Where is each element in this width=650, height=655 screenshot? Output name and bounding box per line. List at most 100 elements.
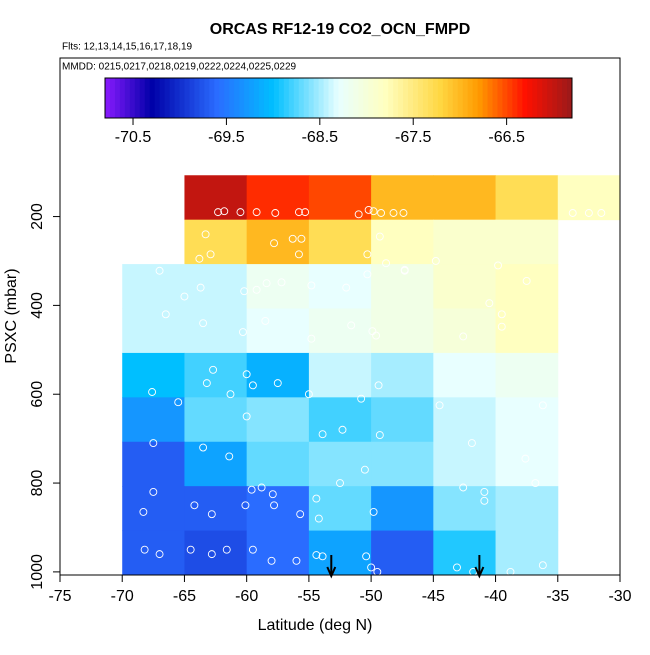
colorbar-slice: [268, 78, 275, 118]
colorbar-tick-label: -70.5: [115, 129, 152, 146]
heat-cell: [122, 352, 185, 398]
colorbar-slice: [114, 78, 121, 118]
colorbar-slice: [557, 78, 563, 118]
data-point: [307, 334, 316, 343]
x-tick-label: -50: [360, 588, 383, 605]
colorbar-slice: [164, 78, 171, 118]
heat-cell: [495, 308, 559, 354]
heat-cell: [433, 175, 497, 221]
data-point: [267, 556, 276, 565]
data-point: [190, 501, 199, 510]
heat-cell: [246, 308, 310, 354]
heat-cell: [495, 352, 559, 398]
colorbar-slice: [502, 78, 508, 118]
data-point: [161, 310, 170, 319]
heat-cell: [246, 486, 310, 532]
colorbar-slice: [234, 78, 240, 118]
heat-cell: [371, 397, 434, 443]
data-point: [568, 209, 577, 217]
colorbar-slice: [457, 78, 464, 118]
data-point: [199, 443, 208, 452]
data-point: [195, 254, 204, 263]
colorbar-slice: [462, 78, 469, 118]
colorbar-slice: [259, 78, 265, 118]
data-point: [155, 550, 164, 559]
x-axis-label: Latitude (deg N): [258, 617, 373, 634]
x-tick-label: -70: [111, 588, 134, 605]
data-point: [268, 490, 277, 499]
data-point: [375, 431, 384, 440]
data-point: [367, 563, 376, 572]
heat-cell: [308, 352, 372, 398]
data-point: [373, 567, 382, 575]
data-point: [497, 322, 506, 331]
data-point: [257, 483, 266, 492]
data-point: [372, 331, 381, 340]
heat-cell: [246, 175, 310, 221]
colorbar-slice: [507, 78, 513, 118]
data-point: [362, 552, 371, 561]
data-point: [196, 283, 205, 292]
heat-cell: [246, 530, 310, 575]
chart-title: ORCAS RF12-19 CO2_OCN_FMPD: [210, 21, 471, 38]
colorbar-slice: [139, 78, 146, 118]
heat-cell: [122, 264, 185, 310]
heat-cell: [495, 175, 559, 221]
colorbar-slice: [239, 78, 245, 118]
data-point: [312, 551, 321, 559]
colorbar-slice: [224, 78, 230, 118]
data-point: [240, 287, 249, 296]
colorbar-slice: [179, 78, 185, 118]
y-tick-label: 800: [29, 470, 46, 497]
colorbar-tick-label: -67.5: [395, 129, 432, 146]
data-point: [338, 425, 347, 434]
colorbar-slice: [308, 78, 315, 118]
colorbar-frame: [104, 77, 573, 119]
data-point: [238, 328, 247, 336]
heat-cell: [246, 397, 310, 443]
colorbar-tick-label: -66.5: [488, 129, 525, 146]
data-point: [538, 401, 547, 410]
data-point: [399, 209, 408, 217]
colorbar-slice: [472, 78, 479, 118]
data-point: [400, 266, 409, 275]
colorbar-tick-label: -69.5: [208, 129, 245, 146]
x-tick-label: -30: [608, 588, 631, 605]
colorbar-slice: [542, 78, 548, 118]
colorbar-slice: [477, 78, 484, 118]
colorbar-slice: [105, 78, 111, 118]
colorbar-slice: [442, 78, 449, 118]
data-point: [236, 208, 245, 217]
data-point: [271, 209, 280, 217]
colorbar-slice: [169, 78, 176, 118]
heat-cell: [371, 530, 434, 575]
plot-frame: [59, 57, 621, 576]
colorbar-slice: [383, 78, 389, 118]
colorbar-slice: [452, 78, 459, 118]
heat-cell: [308, 308, 372, 354]
colorbar-slice: [552, 78, 558, 118]
data-point: [248, 381, 257, 390]
colorbar-slice: [368, 78, 374, 118]
colorbar-slice: [159, 78, 166, 118]
colorbar-slice: [522, 78, 528, 118]
colorbar-slice: [149, 78, 156, 118]
colorbar-slice: [567, 78, 573, 118]
colorbar-slice: [447, 78, 454, 118]
heat-cell: [495, 264, 559, 310]
data-point: [297, 234, 306, 243]
data-point: [294, 250, 303, 259]
data-point: [252, 285, 261, 294]
data-point: [139, 507, 148, 516]
heat-cell: [371, 264, 434, 310]
colorbar-slice: [427, 78, 434, 118]
colorbar-slice: [254, 78, 260, 118]
data-point: [241, 501, 250, 510]
data-point: [222, 545, 231, 554]
data-point: [369, 207, 378, 216]
data-point: [435, 401, 444, 410]
data-point: [277, 278, 286, 287]
data-point: [377, 209, 386, 217]
heat-cell: [184, 352, 248, 398]
